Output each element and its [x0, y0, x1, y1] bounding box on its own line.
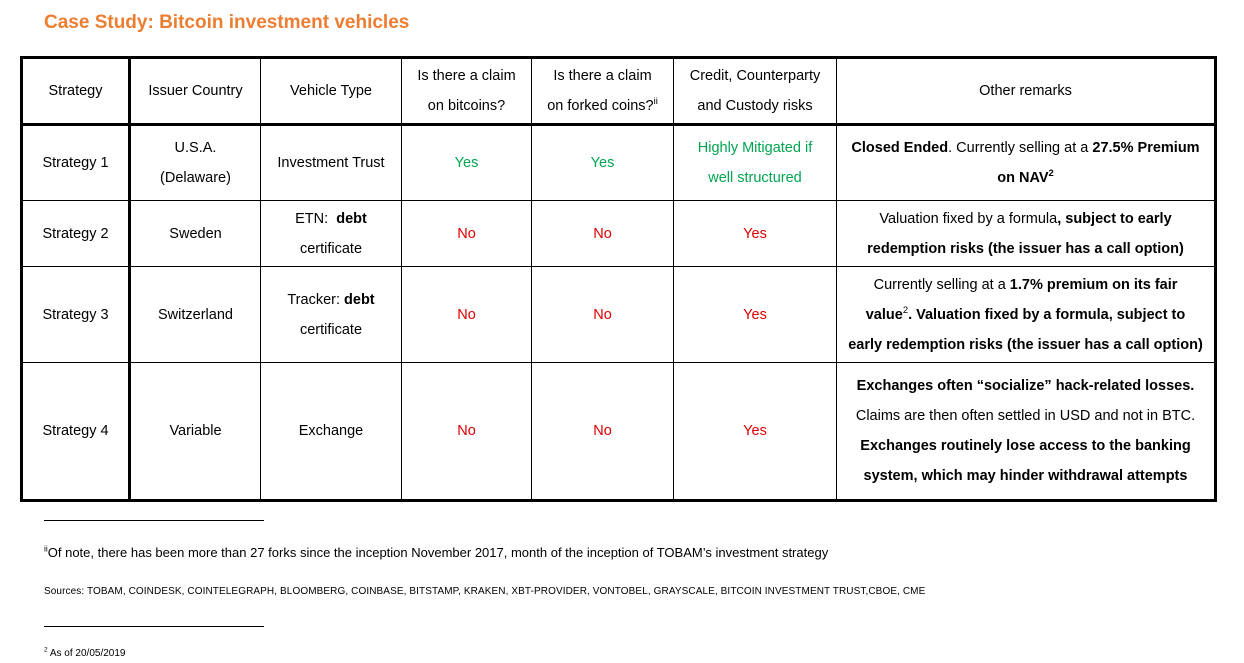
cell-risks-line2: well structured: [708, 170, 802, 186]
cell-claim-bitcoins: No: [401, 200, 532, 267]
footnote-divider: [44, 520, 264, 521]
cell-claim-forked: Yes: [531, 124, 674, 201]
cell-vehicle: Investment Trust: [260, 124, 402, 201]
strategy-table: Strategy Issuer Country Vehicle Type Is …: [20, 56, 1217, 502]
remark-bold: Exchanges often “socialize” hack-related…: [856, 378, 1195, 394]
cell-claim-forked: No: [531, 200, 674, 267]
footnote-text: Of note, there has been more than 27 for…: [47, 545, 829, 560]
cell-country-line2: (Delaware): [160, 170, 231, 186]
table-row: Strategy 2 Sweden ETN: debt certificate …: [21, 200, 1216, 267]
cell-claim-forked: No: [531, 266, 674, 363]
remark-bold: on NAV: [997, 170, 1049, 186]
cell-claim-bitcoins: Yes: [401, 124, 532, 201]
remark-text: . Currently selling at a: [948, 140, 1093, 156]
header-claim-forked: Is there a claim on forked coins?ii: [531, 57, 674, 126]
cell-remarks: Valuation fixed by a formula, subject to…: [836, 200, 1216, 267]
cell-strategy: Strategy 3: [21, 266, 131, 363]
cell-remarks: Exchanges often “socialize” hack-related…: [836, 362, 1216, 501]
remark-bold: 1.7% premium on its fair: [1009, 276, 1178, 293]
remark-bold: early redemption risks (the issuer has a…: [848, 336, 1203, 353]
cell-strategy: Strategy 2: [21, 200, 131, 267]
cell-risks: Yes: [673, 266, 837, 363]
cell-claim-bitcoins: No: [401, 266, 532, 363]
cell-risks: Yes: [673, 200, 837, 267]
cell-remarks: Closed Ended. Currently selling at a 27.…: [836, 124, 1216, 201]
cell-country-line1: U.S.A.: [174, 140, 217, 156]
cell-claim-forked: No: [531, 362, 674, 501]
table-row: Strategy 3 Switzerland Tracker: debt cer…: [21, 266, 1216, 363]
footnote-text: As of 20/05/2019: [47, 648, 126, 659]
cell-vehicle-bold: debt: [336, 210, 367, 227]
cell-remarks: Currently selling at a 1.7% premium on i…: [836, 266, 1216, 363]
cell-strategy: Strategy 4: [21, 362, 131, 501]
remark-bold: , subject to early: [1057, 210, 1172, 227]
cell-country: Switzerland: [129, 266, 261, 363]
header-strategy: Strategy: [21, 57, 131, 126]
table-row: Strategy 1 U.S.A. (Delaware) Investment …: [21, 124, 1216, 201]
cell-vehicle-bold: debt: [344, 291, 375, 308]
header-risks: Credit, Counterparty and Custody risks: [673, 57, 837, 126]
cell-vehicle-text: ETN:: [295, 210, 337, 227]
cell-country: Sweden: [129, 200, 261, 267]
footnote-marker: ii: [653, 95, 658, 107]
cell-vehicle: Exchange: [260, 362, 402, 501]
remark-text: Currently selling at a: [873, 276, 1010, 293]
remark-bold: 27.5% Premium: [1092, 140, 1200, 156]
cell-claim-bitcoins: No: [401, 362, 532, 501]
footnote-forks: iiOf note, there has been more than 27 f…: [44, 543, 829, 560]
cell-risks-line1: Highly Mitigated if: [697, 140, 813, 156]
footnote-date: 2 As of 20/05/2019: [44, 646, 126, 659]
footnote-marker: 2: [44, 646, 48, 654]
footnote-marker: ii: [44, 543, 48, 554]
header-claim-bitcoins-line2: on bitcoins?: [427, 98, 506, 114]
header-other-remarks: Other remarks: [836, 57, 1216, 126]
header-claim-bitcoins-line1: Is there a claim: [417, 68, 516, 84]
remark-bold: . Valuation fixed by a formula: [908, 306, 1109, 323]
remark-text: Valuation fixed by a formula: [879, 210, 1058, 227]
header-claim-forked-line1: Is there a claim: [553, 68, 652, 84]
remark-bold: Closed Ended: [851, 140, 949, 156]
cell-vehicle-text: Tracker:: [287, 291, 345, 308]
footnote-divider: [44, 626, 264, 627]
header-claim-bitcoins: Is there a claim on bitcoins?: [401, 57, 532, 126]
header-risks-line2: and Custody risks: [697, 98, 813, 114]
cell-vehicle-line2: certificate: [299, 240, 363, 257]
cell-risks: Highly Mitigated if well structured: [673, 124, 837, 201]
remark-bold: system, which may hinder withdrawal atte…: [863, 468, 1188, 484]
remark-bold: , subject to: [1108, 306, 1186, 323]
cell-strategy: Strategy 1: [21, 124, 131, 201]
header-row: Strategy Issuer Country Vehicle Type Is …: [21, 57, 1216, 126]
footnote-marker: 2: [902, 303, 909, 315]
footnote-marker: 2: [1048, 167, 1054, 179]
header-claim-forked-line2: on forked coins?: [547, 98, 654, 114]
remark-text: Claims are then often settled in USD and…: [855, 408, 1196, 424]
cell-vehicle-line2: certificate: [299, 321, 363, 338]
header-risks-line1: Credit, Counterparty: [689, 68, 821, 84]
sources-line: Sources: TOBAM, COINDESK, COINTELEGRAPH,…: [44, 586, 926, 597]
cell-vehicle: ETN: debt certificate: [260, 200, 402, 267]
remark-bold: Exchanges routinely lose access to the b…: [860, 438, 1191, 454]
cell-vehicle: Tracker: debt certificate: [260, 266, 402, 363]
cell-country: U.S.A. (Delaware): [129, 124, 261, 201]
remark-bold: redemption risks (the issuer has a call …: [867, 240, 1184, 257]
page-title: Case Study: Bitcoin investment vehicles: [44, 12, 410, 33]
table-row: Strategy 4 Variable Exchange No No Yes E…: [21, 362, 1216, 501]
remark-bold: value: [865, 306, 903, 323]
header-vehicle-type: Vehicle Type: [260, 57, 402, 126]
cell-risks: Yes: [673, 362, 837, 501]
cell-country: Variable: [129, 362, 261, 501]
header-issuer-country: Issuer Country: [129, 57, 261, 126]
